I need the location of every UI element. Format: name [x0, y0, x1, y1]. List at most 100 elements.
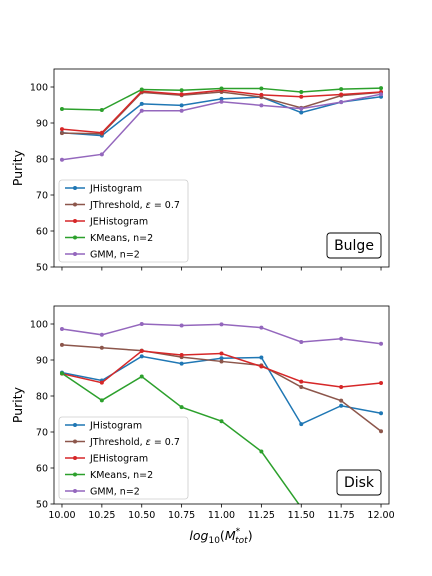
disk-series-line-gmm-n-2 — [61, 323, 382, 345]
disk-data-point-jhistogram — [139, 354, 144, 359]
y-tick-label: 50 — [36, 263, 48, 274]
y-tick-label: 60 — [36, 464, 48, 475]
disk-data-point-kmeans-n-2 — [259, 449, 264, 454]
disk-data-point-jhistogram — [379, 411, 384, 416]
x-tick-label: 10.25 — [88, 510, 115, 521]
y-tick-label: 100 — [30, 83, 48, 94]
x-tick-label: 10.75 — [168, 510, 195, 521]
y-tick-label: 80 — [36, 392, 48, 403]
disk-data-point-kmeans-n-2 — [139, 374, 144, 379]
bulge-data-point-jehistogram — [59, 127, 64, 132]
disk-data-point-jehistogram — [139, 349, 144, 353]
bulge-data-point-gmm-n-2 — [379, 92, 384, 97]
y-tick-label: 100 — [30, 320, 48, 331]
y-tick-label: 90 — [36, 119, 48, 130]
legend-label-gmm-n-2: GMM, n=2 — [90, 487, 140, 498]
y-tick-label: 70 — [36, 428, 48, 439]
disk-data-point-gmm-n-2 — [219, 322, 224, 327]
disk-data-point-jthreshold-0-7 — [59, 342, 64, 347]
disk-series — [59, 322, 384, 504]
disk-data-point-jthreshold-0-7 — [99, 345, 104, 350]
bulge-data-point-jehistogram — [259, 92, 264, 97]
disk-data-point-jthreshold-0-7 — [379, 429, 384, 434]
legend-label-jhistogram: JHistogram — [89, 421, 142, 432]
bulge-data-point-kmeans-n-2 — [339, 87, 344, 92]
disk-data-point-jehistogram — [99, 380, 104, 385]
bulge-data-point-jhistogram — [219, 96, 224, 101]
disk-data-point-jhistogram — [259, 355, 264, 360]
legend-marker-jhistogram — [73, 423, 77, 427]
disk-data-point-jehistogram — [339, 385, 344, 389]
bulge-data-point-kmeans-n-2 — [139, 87, 144, 92]
disk-data-point-jehistogram — [219, 351, 224, 356]
bulge-y-axis-label: Purity — [10, 149, 25, 186]
bulge-data-point-jehistogram — [299, 94, 304, 99]
bulge-data-point-kmeans-n-2 — [299, 90, 304, 95]
bulge-data-point-jthreshold-0-7 — [59, 131, 64, 136]
disk-y-axis-label: Purity — [10, 386, 25, 423]
bulge-data-point-kmeans-n-2 — [219, 86, 224, 91]
disk-data-point-gmm-n-2 — [339, 336, 344, 341]
bulge-legend: JHistogram JThreshold, ε = 0.7 JEHistogram… — [58, 179, 189, 263]
bulge-data-point-kmeans-n-2 — [99, 108, 104, 113]
disk-x-axis: 10.00 10.25 10.50 10.75 11.00 11.25 11.50 11.75… — [48, 504, 395, 521]
bulge-data-point-kmeans-n-2 — [59, 106, 64, 111]
legend-marker-jthreshold-0-7 — [73, 202, 77, 207]
y-tick-label: 80 — [36, 155, 48, 166]
bulge-data-point-jhistogram — [139, 101, 144, 106]
disk-panel-tag: Disk — [336, 469, 382, 496]
bulge-data-point-gmm-n-2 — [179, 108, 184, 113]
disk-data-point-kmeans-n-2 — [99, 398, 104, 403]
disk-data-point-jhistogram — [219, 356, 224, 361]
disk-data-point-kmeans-n-2 — [59, 371, 64, 376]
y-tick-label: 70 — [36, 191, 48, 202]
x-tick-label: 10.00 — [48, 510, 75, 521]
bulge-data-point-jehistogram — [99, 130, 104, 135]
disk-y-axis: 50 60 70 80 90 100 — [30, 320, 54, 511]
disk-data-point-jehistogram — [259, 364, 264, 369]
disk-data-point-jhistogram — [339, 403, 344, 408]
disk-data-point-jehistogram — [179, 352, 184, 357]
bulge-data-point-gmm-n-2 — [219, 99, 224, 104]
legend-marker-jehistogram — [73, 456, 77, 460]
bulge-data-point-gmm-n-2 — [299, 106, 304, 111]
disk-data-point-jthreshold-0-7 — [219, 359, 224, 364]
bulge-data-point-kmeans-n-2 — [259, 86, 264, 91]
bulge-series — [59, 86, 384, 162]
legend-label-kmeans-n-2: KMeans, n=2 — [90, 470, 153, 481]
legend-marker-jehistogram — [73, 219, 77, 223]
disk-data-point-gmm-n-2 — [379, 341, 384, 346]
disk-data-point-jhistogram — [299, 422, 304, 427]
bulge-panel-title: Bulge — [334, 238, 374, 254]
bulge-data-point-gmm-n-2 — [139, 108, 144, 113]
bulge-data-point-gmm-n-2 — [339, 100, 344, 105]
y-tick-label: 60 — [36, 227, 48, 238]
bulge-data-point-gmm-n-2 — [259, 103, 264, 108]
x-tick-label: 11.00 — [208, 510, 235, 521]
disk-data-point-gmm-n-2 — [139, 322, 144, 326]
bulge-panel-tag: Bulge — [326, 232, 382, 259]
x-tick-label: 11.75 — [328, 510, 355, 521]
bulge-data-point-jehistogram — [339, 92, 344, 97]
disk-data-point-jhistogram — [179, 361, 184, 366]
x-tick-label: 11.25 — [248, 510, 275, 521]
bulge-y-axis: 50 60 70 80 90 100 — [30, 83, 382, 274]
legend-marker-kmeans-n-2 — [73, 472, 77, 477]
disk-data-point-jehistogram — [379, 381, 384, 386]
legend-label-jehistogram: JEHistogram — [89, 454, 148, 465]
legend-marker-kmeans-n-2 — [73, 235, 77, 240]
disk-data-point-gmm-n-2 — [179, 323, 184, 328]
disk-data-point-jthreshold-0-7 — [299, 385, 304, 389]
bulge-data-point-jhistogram — [179, 103, 184, 108]
bulge-data-point-kmeans-n-2 — [379, 86, 384, 91]
legend-label-jhistogram: JHistogram — [89, 184, 142, 195]
disk-data-point-kmeans-n-2 — [179, 405, 184, 410]
disk-data-point-gmm-n-2 — [99, 332, 104, 337]
bulge-data-point-kmeans-n-2 — [179, 88, 184, 93]
y-tick-label: 90 — [36, 356, 48, 367]
x-axis-label: log10(M* tot) — [189, 527, 252, 546]
legend-label-kmeans-n-2: KMeans, n=2 — [90, 233, 153, 244]
disk-data-point-gmm-n-2 — [259, 325, 264, 330]
